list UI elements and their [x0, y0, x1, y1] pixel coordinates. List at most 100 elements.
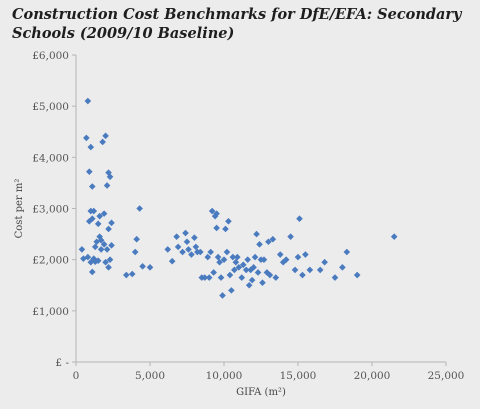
- data-point: [103, 246, 111, 253]
- data-point: [88, 215, 96, 223]
- data-point: [299, 271, 306, 279]
- data-point: [291, 266, 299, 274]
- data-point: [211, 212, 219, 220]
- data-point: [223, 248, 231, 256]
- y-tick-labels: £ - £1,000 £2,000 £3,000 £4,000 £5,000 £6,000: [32, 50, 69, 369]
- data-point: [217, 274, 225, 281]
- y-tick-label: £5,000: [32, 101, 69, 113]
- data-point: [133, 235, 140, 243]
- data-point: [339, 264, 346, 271]
- data-point: [103, 182, 111, 189]
- data-point: [96, 212, 103, 220]
- data-point: [390, 233, 398, 240]
- axes: [72, 54, 447, 366]
- data-point: [146, 264, 154, 271]
- data-point: [191, 234, 198, 241]
- data-point: [94, 220, 102, 228]
- data-point: [106, 173, 114, 181]
- data-point: [100, 210, 108, 217]
- data-point: [188, 251, 195, 258]
- data-point: [90, 207, 98, 215]
- data-point: [91, 243, 99, 251]
- data-point: [235, 264, 243, 271]
- data-point: [97, 236, 105, 244]
- data-point: [128, 270, 136, 278]
- data-point: [78, 246, 86, 253]
- data-point: [102, 258, 109, 266]
- data-point: [139, 263, 146, 270]
- data-point: [306, 266, 314, 274]
- y-axis-label: Cost per m²: [14, 179, 25, 239]
- data-point: [353, 271, 361, 279]
- data-point: [106, 256, 114, 263]
- data-point: [201, 274, 209, 281]
- data-point: [260, 256, 268, 263]
- data-point: [226, 271, 234, 279]
- data-point: [87, 143, 95, 151]
- data-point: [232, 258, 240, 266]
- data-point: [84, 253, 92, 261]
- y-tick-label: £6,000: [32, 50, 69, 62]
- data-point: [251, 253, 259, 261]
- data-point: [228, 287, 235, 294]
- data-point: [88, 268, 96, 276]
- data-point: [250, 264, 257, 271]
- data-point: [302, 251, 309, 258]
- data-point: [244, 256, 251, 263]
- data-point: [272, 274, 280, 281]
- data-point: [88, 183, 96, 190]
- data-point: [97, 246, 105, 253]
- data-point: [179, 248, 186, 256]
- data-point: [83, 134, 90, 142]
- data-point: [279, 258, 287, 266]
- data-point: [216, 258, 223, 266]
- data-point: [294, 253, 302, 261]
- data-point: [197, 248, 204, 256]
- data-point: [105, 225, 112, 233]
- data-point: [213, 224, 220, 232]
- data-point: [253, 230, 260, 238]
- data-point: [316, 266, 324, 274]
- data-point: [239, 261, 247, 269]
- data-point: [331, 274, 339, 281]
- data-point: [164, 246, 172, 253]
- data-point: [86, 168, 93, 175]
- data-point: [238, 274, 246, 281]
- data-point: [108, 242, 115, 249]
- y-tick-label: £3,000: [32, 204, 69, 216]
- data-point: [173, 233, 180, 240]
- data-point: [343, 248, 351, 256]
- data-point: [276, 251, 284, 258]
- data-point: [183, 238, 191, 246]
- data-point: [105, 169, 112, 176]
- data-point: [214, 253, 222, 261]
- data-point: [102, 132, 109, 140]
- x-tick-labels: 0 5,000 10,000 15,000 20,000 25,000: [73, 370, 465, 382]
- data-point: [87, 258, 95, 266]
- data-point: [266, 271, 274, 279]
- data-point: [259, 279, 266, 286]
- data-point: [91, 258, 99, 266]
- data-point: [254, 269, 262, 276]
- data-point: [220, 256, 228, 263]
- x-axis-label: GIFA (m²): [236, 387, 286, 398]
- data-point: [192, 243, 200, 251]
- data-point: [123, 271, 130, 279]
- y-tick-label: £ -: [55, 357, 69, 369]
- data-point: [222, 225, 229, 233]
- data-point: [105, 264, 112, 271]
- chart-title: Construction Cost Benchmarks for DfE/EFA…: [12, 6, 462, 42]
- data-point: [168, 257, 176, 265]
- data-point: [182, 229, 189, 237]
- y-tick-label: £1,000: [32, 306, 69, 318]
- data-point: [282, 256, 290, 263]
- data-point: [205, 274, 213, 281]
- data-point: [94, 257, 102, 264]
- data-point: [131, 248, 139, 256]
- data-point: [231, 266, 238, 274]
- data-point: [84, 97, 92, 105]
- data-point: [248, 276, 256, 284]
- data-point: [86, 217, 93, 225]
- data-point: [247, 266, 254, 274]
